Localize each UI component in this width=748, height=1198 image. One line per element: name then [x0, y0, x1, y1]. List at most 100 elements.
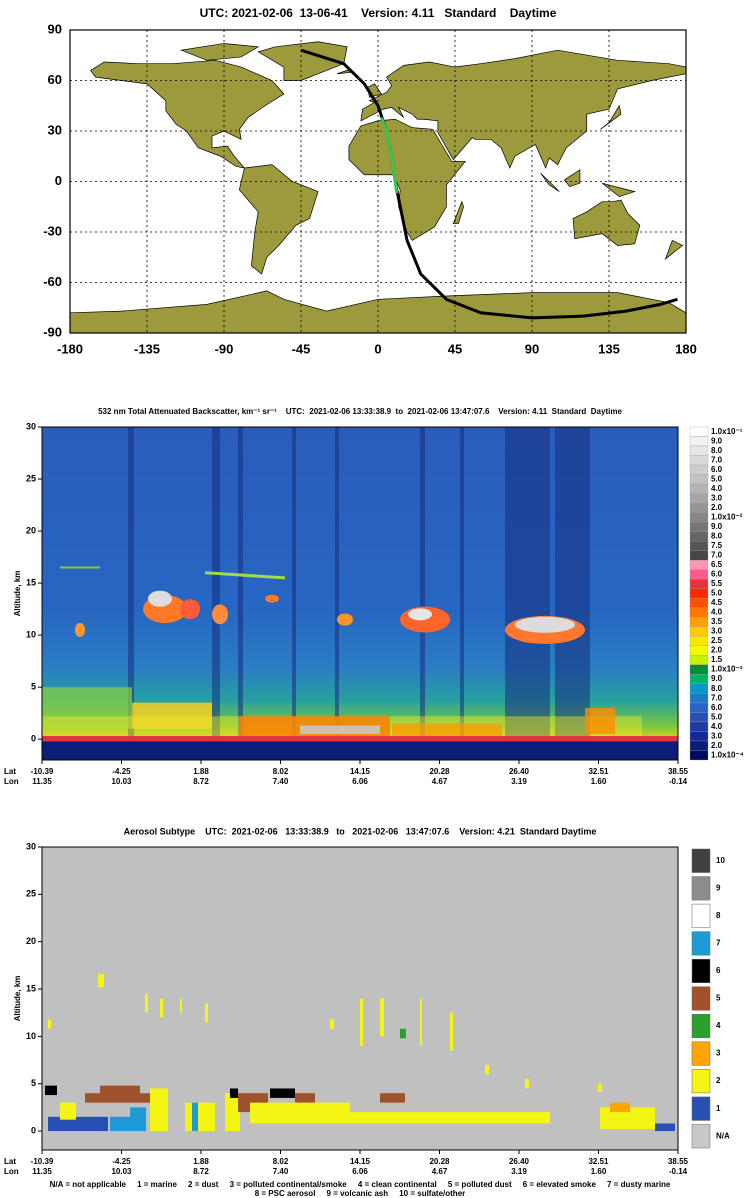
y-tick-label: 10 — [26, 1031, 36, 1041]
y-tick-label: 90 — [48, 21, 62, 36]
lon-value: 11.35 — [32, 777, 52, 786]
legend-swatch — [691, 931, 711, 956]
lat-value: 20.28 — [429, 1157, 450, 1166]
lat-value: 20.28 — [429, 767, 450, 776]
lon-value: 8.72 — [193, 777, 209, 786]
cirrus — [204, 571, 286, 580]
aerosol-layer — [110, 1116, 130, 1132]
y-tick-label: 0 — [55, 173, 62, 188]
lon-label: Lon — [4, 1167, 19, 1176]
aerosol-layer — [330, 1019, 334, 1029]
aerosol-layer — [295, 1093, 315, 1103]
colorbar-swatch — [689, 721, 709, 732]
y-tick-label: 20 — [26, 525, 36, 535]
colorbar-swatch — [689, 607, 709, 618]
colorbar-swatch — [689, 750, 709, 761]
backscatter-title: 532 nm Total Attenuated Backscatter, km⁻… — [98, 407, 622, 416]
cloud — [180, 599, 200, 620]
aerosol-layer — [192, 1102, 198, 1132]
colorbar-swatch — [689, 550, 709, 561]
signal — [238, 427, 243, 740]
aerosol-layer — [450, 1012, 453, 1051]
land — [664, 239, 684, 260]
signal — [128, 427, 134, 740]
land — [540, 172, 560, 192]
colorbar-label: 6.0 — [711, 465, 723, 474]
legend-label: 1 — [716, 1104, 721, 1113]
colorbar-label: 3.0 — [711, 627, 723, 636]
colorbar-label: 2.0 — [711, 741, 723, 750]
colorbar-label: 9.0 — [711, 674, 723, 683]
colorbar-label: 5.0 — [711, 712, 723, 721]
lon-value: 1.60 — [591, 777, 607, 786]
subtype-title: Aerosol Subtype UTC: 2021-02-06 13:33:38… — [124, 826, 597, 836]
land — [601, 182, 636, 198]
cloud — [212, 604, 228, 625]
lon-value: 6.06 — [352, 777, 368, 786]
land — [179, 43, 260, 61]
lon-value: 7.40 — [273, 1167, 289, 1176]
signal — [585, 707, 615, 734]
colorbar-label: 7.5 — [711, 541, 723, 550]
legend-label: 2 — [716, 1076, 721, 1085]
colorbar-swatch — [689, 579, 709, 589]
aerosol-layer — [380, 1093, 405, 1103]
legend-label: 10 — [716, 856, 725, 865]
y-axis-label: Altitude, km — [13, 571, 22, 617]
colorbar-swatch — [689, 493, 709, 504]
colorbar-swatch — [689, 702, 709, 713]
colorbar-label: 4.0 — [711, 722, 723, 731]
land — [452, 200, 464, 224]
lon-value: 4.67 — [432, 777, 448, 786]
lat-value: 26.40 — [509, 767, 530, 776]
y-tick-label: 30 — [26, 841, 36, 851]
lon-value: 8.72 — [193, 1167, 209, 1176]
colorbar-label: 1.0x10⁻³ — [711, 665, 743, 674]
colorbar-swatch — [689, 740, 709, 751]
lat-value: 26.40 — [509, 1157, 530, 1166]
colorbar-swatch — [689, 455, 709, 466]
signal — [392, 723, 502, 737]
lat-value: 32.51 — [588, 767, 609, 776]
signal — [42, 741, 678, 760]
colorbar-label: 8.0 — [711, 446, 723, 455]
lon-value: 1.60 — [591, 1167, 607, 1176]
lat-value: -4.25 — [112, 1157, 131, 1166]
aerosol-layer — [45, 1085, 57, 1096]
lon-value: 4.67 — [432, 1167, 448, 1176]
y-tick-label: -30 — [43, 223, 62, 238]
y-tick-label: 30 — [26, 421, 36, 431]
map-frame — [69, 29, 687, 334]
legend-swatch — [691, 986, 711, 1011]
colorbar-swatch — [689, 474, 709, 485]
legend-swatch — [691, 876, 711, 901]
colorbar-swatch — [689, 664, 709, 675]
y-tick-label: 25 — [26, 473, 36, 483]
x-tick-label: 90 — [525, 341, 539, 356]
aerosol-layer — [225, 1093, 240, 1132]
aerosol-layer — [485, 1064, 489, 1075]
signal — [292, 427, 296, 740]
aerosol-layer — [100, 1085, 140, 1098]
aerosol-layer — [655, 1123, 675, 1132]
colorbar-swatch — [689, 436, 709, 447]
x-tick-label: -90 — [215, 341, 234, 356]
x-tick-label: 0 — [374, 341, 381, 356]
colorbar-swatch — [689, 512, 709, 523]
lon-value: 7.40 — [273, 777, 289, 786]
y-tick-label: -60 — [43, 274, 62, 289]
colorbar-swatch — [689, 531, 709, 542]
colorbar-label: 3.5 — [711, 617, 723, 626]
lat-value: 32.51 — [588, 1157, 609, 1166]
aerosol-layer — [360, 998, 363, 1046]
x-tick-label: 135 — [598, 341, 620, 356]
legend-label: 3 — [716, 1049, 721, 1058]
footnote: N/A = not applicable 1 = marine 2 = dust… — [50, 1180, 671, 1189]
lon-value: 11.35 — [32, 1167, 52, 1176]
colorbar-label: 9.0 — [711, 436, 723, 445]
signal — [460, 427, 464, 740]
colorbar-swatch — [689, 426, 709, 437]
colorbar-swatch — [689, 731, 709, 742]
colorbar-label: 2.5 — [711, 636, 723, 645]
